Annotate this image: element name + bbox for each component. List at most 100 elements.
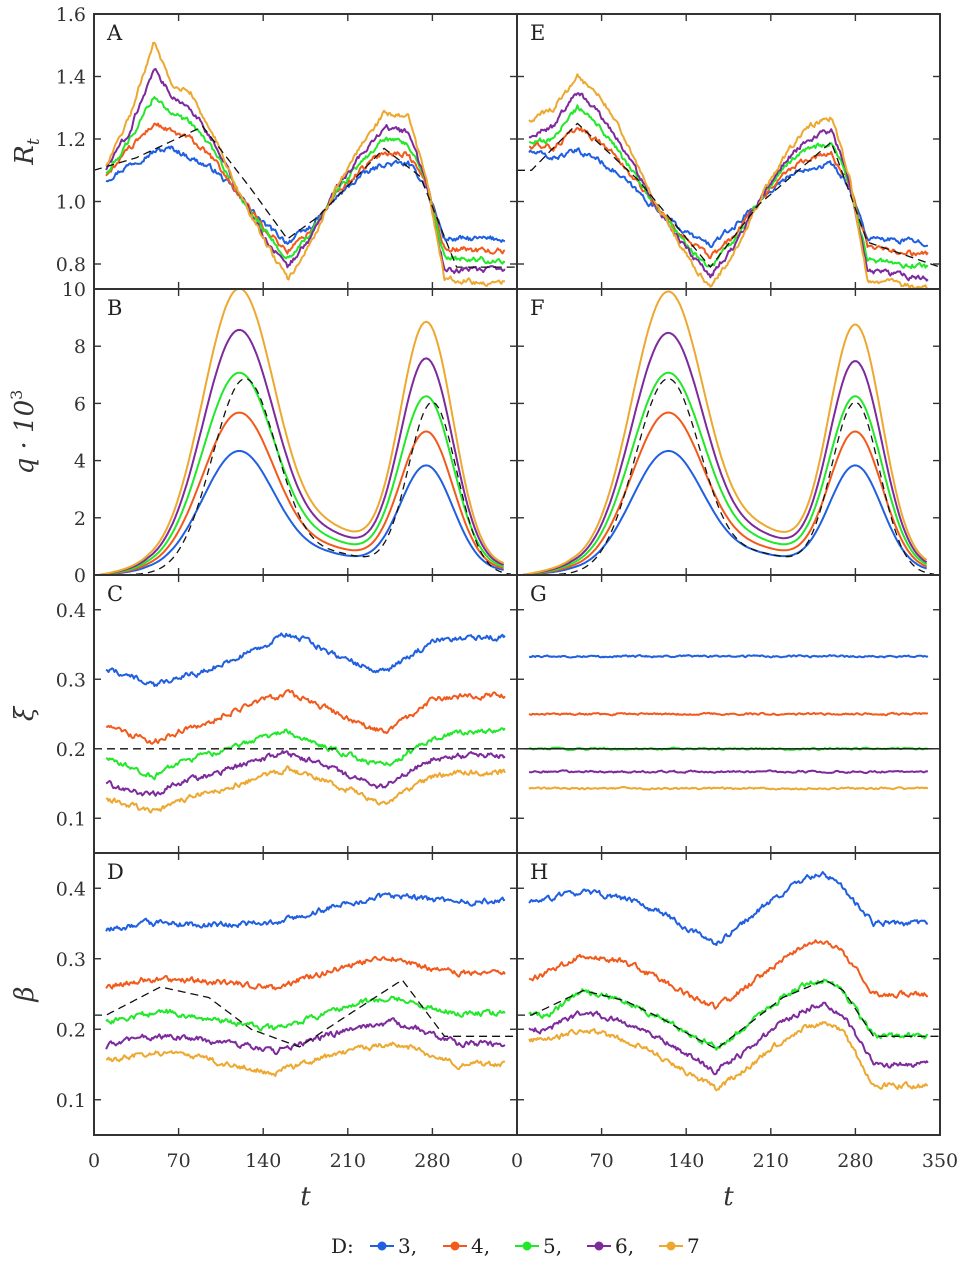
ylabel-sub-0: t xyxy=(24,138,44,145)
legend-label-2: 5, xyxy=(543,1234,562,1258)
reference-line-A xyxy=(94,125,517,268)
ytick-label-1-1: 2 xyxy=(74,508,86,530)
ytick-label-0-3: 1.4 xyxy=(56,67,86,89)
series-7-line-H xyxy=(528,1021,929,1092)
xtick-label-1-3: 210 xyxy=(753,1150,789,1172)
series-7-line-C xyxy=(105,765,506,814)
panel-label-F: F xyxy=(530,296,545,320)
series-5-line-B xyxy=(99,371,504,575)
series-6-line-E xyxy=(528,92,929,282)
legend-label-4: 7 xyxy=(687,1234,700,1258)
panel-H: H xyxy=(517,860,940,1092)
reference-line-H xyxy=(517,979,940,1050)
legend-label-1: 4, xyxy=(471,1234,490,1258)
series-7-line-D xyxy=(106,1041,506,1077)
xtick-label-1-1: 70 xyxy=(590,1150,614,1172)
ylabel-1: q · 103 xyxy=(7,390,40,475)
series-3-line-D xyxy=(105,892,506,932)
legend-marker-0 xyxy=(377,1241,387,1251)
series-6-line-H xyxy=(528,1001,929,1076)
ytick-label-2-0: 0.1 xyxy=(56,808,86,830)
ytick-label-1-5: 10 xyxy=(62,279,86,301)
panel-label-G: G xyxy=(530,582,547,606)
xtick-label-0-4: 280 xyxy=(414,1150,450,1172)
panel-D: D xyxy=(94,860,517,1077)
axis-layer: 0.8 1.0 1.2 1.4 1.6 Rt 0 2 4 6 8 10 q · 103 0.1 0.2 0.3… xyxy=(7,4,958,1212)
ytick-label-1-3: 6 xyxy=(74,393,86,415)
series-4-line-B xyxy=(99,411,504,575)
panel-E: E xyxy=(517,21,940,289)
ytick-label-0-4: 1.6 xyxy=(56,4,86,26)
series-4-line-C xyxy=(105,689,506,745)
panel-A: A xyxy=(94,21,517,287)
series-3-line-H xyxy=(528,871,929,946)
panel-B: B xyxy=(99,289,512,575)
series-7-line-F xyxy=(522,290,928,575)
reference-line-E xyxy=(517,122,940,268)
panel-C: C xyxy=(94,582,517,814)
series-6-line-C xyxy=(105,750,506,797)
series-6-line-A xyxy=(105,68,506,275)
xlabel-0: t xyxy=(300,1182,311,1212)
series-4-line-H xyxy=(528,939,928,1010)
series-5-line-H xyxy=(528,978,929,1051)
series-4-line-D xyxy=(105,956,506,991)
legend-label-0: 3, xyxy=(398,1234,417,1258)
legend: D: 3, 4, 5, 6, 7 xyxy=(331,1234,700,1258)
series-4-line-F xyxy=(522,411,928,575)
ylabel-2: ξ xyxy=(10,705,40,721)
xtick-label-0-2: 140 xyxy=(245,1150,281,1172)
ytick-label-1-4: 8 xyxy=(74,336,86,358)
ytick-label-0-2: 1.2 xyxy=(56,129,86,151)
series-3-line-G xyxy=(528,654,929,659)
ytick-label-3-1: 0.2 xyxy=(56,1019,86,1041)
legend-label-3: 6, xyxy=(615,1234,634,1258)
reference-line-B xyxy=(100,377,512,575)
ylabel-sup-1: 3 xyxy=(7,390,26,400)
panel-label-A: A xyxy=(106,21,123,45)
ytick-label-2-2: 0.3 xyxy=(56,669,86,691)
xtick-label-0-3: 210 xyxy=(330,1150,366,1172)
panel-label-C: C xyxy=(107,582,123,606)
series-5-line-F xyxy=(522,371,928,575)
series-3-line-A xyxy=(105,145,506,245)
series-5-line-A xyxy=(105,96,506,265)
ylabel-0: Rt xyxy=(10,138,44,166)
series-3-line-F xyxy=(522,449,928,575)
legend-marker-3 xyxy=(594,1241,604,1251)
reference-line-D xyxy=(94,979,517,1048)
legend-title: D: xyxy=(331,1234,354,1258)
ytick-label-0-1: 1.0 xyxy=(56,192,86,214)
series-5-line-C xyxy=(106,727,506,781)
series-7-line-E xyxy=(528,73,929,289)
ytick-label-2-1: 0.2 xyxy=(56,739,86,761)
panel-label-E: E xyxy=(530,21,545,45)
panel-label-H: H xyxy=(530,860,548,884)
panels-layer: A E B F C G D H xyxy=(94,21,940,1092)
xtick-label-0-1: 70 xyxy=(167,1150,191,1172)
panel-G: G xyxy=(517,582,940,791)
series-4-line-A xyxy=(105,122,506,255)
xtick-label-1-5: 350 xyxy=(922,1150,958,1172)
ytick-label-0-0: 0.8 xyxy=(56,254,86,276)
series-3-line-B xyxy=(99,450,504,575)
series-5-line-E xyxy=(528,104,929,270)
legend-marker-4 xyxy=(666,1241,676,1251)
ytick-label-1-0: 0 xyxy=(74,565,86,587)
ytick-label-3-0: 0.1 xyxy=(56,1090,86,1112)
legend-marker-2 xyxy=(522,1241,532,1251)
series-5-line-D xyxy=(105,995,506,1032)
ylabel-3: β xyxy=(10,986,40,1002)
series-4-line-G xyxy=(528,711,929,717)
xtick-label-0-0: 0 xyxy=(88,1150,100,1172)
series-3-line-C xyxy=(105,632,506,688)
panel-F: F xyxy=(522,290,935,575)
reference-line-F xyxy=(523,377,935,575)
series-7-line-B xyxy=(99,289,505,575)
panel-label-D: D xyxy=(107,860,124,884)
xtick-label-1-4: 280 xyxy=(837,1150,873,1172)
ytick-label-2-3: 0.4 xyxy=(56,600,86,622)
ytick-label-1-2: 4 xyxy=(74,451,86,473)
panel-label-B: B xyxy=(107,296,122,320)
